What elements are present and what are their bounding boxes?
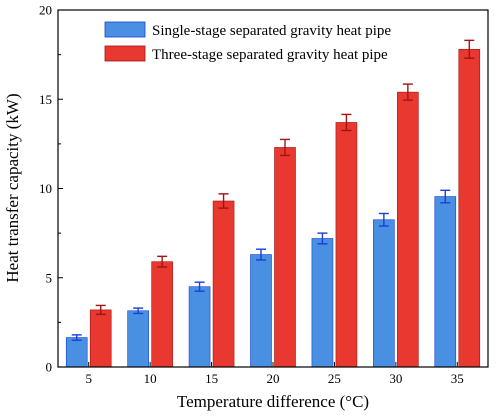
legend: Single-stage separated gravity heat pipe… bbox=[104, 21, 391, 63]
bar-single-stage-20 bbox=[250, 254, 272, 368]
bar-three-stage-15 bbox=[212, 200, 235, 368]
y-tick-label-10: 10 bbox=[39, 181, 52, 196]
error-bar-three-stage-10 bbox=[157, 255, 168, 268]
bars-layer bbox=[65, 48, 481, 368]
bar-single-stage-35 bbox=[434, 196, 457, 368]
bar-three-stage-25 bbox=[335, 122, 358, 368]
bar-three-stage-5 bbox=[89, 309, 112, 368]
error-bar-three-stage-30 bbox=[402, 83, 413, 101]
bar-single-stage-5 bbox=[65, 337, 88, 368]
plot-frame bbox=[57, 9, 489, 368]
x-tick-label-5: 5 bbox=[85, 371, 92, 386]
error-bar-three-stage-5 bbox=[95, 304, 106, 316]
bar-three-stage-35 bbox=[458, 48, 481, 368]
legend-swatch-single-stage bbox=[104, 21, 146, 38]
error-bar-single-stage-20 bbox=[256, 248, 266, 261]
legend-label-single-stage: Single-stage separated gravity heat pipe bbox=[152, 23, 391, 39]
legend-label-three-stage: Three-stage separated gravity heat pipe bbox=[152, 47, 388, 63]
y-tick-label-15: 15 bbox=[39, 92, 52, 107]
y-tick-label-5: 5 bbox=[46, 270, 53, 285]
y-axis: 0 5 10 15 20 bbox=[39, 3, 63, 375]
error-bar-single-stage-15 bbox=[194, 281, 205, 292]
legend-swatch-three-stage bbox=[104, 45, 146, 62]
error-bar-three-stage-20 bbox=[280, 138, 290, 157]
bar-three-stage-10 bbox=[151, 261, 173, 368]
y-axis-title: Heat transfer capacity (kW) bbox=[3, 93, 22, 282]
error-bar-single-stage-25 bbox=[317, 232, 328, 245]
bar-single-stage-30 bbox=[373, 219, 395, 368]
error-bars-layer bbox=[71, 39, 475, 341]
error-bar-single-stage-30 bbox=[378, 212, 389, 227]
bar-single-stage-15 bbox=[188, 286, 211, 368]
error-bar-three-stage-15 bbox=[218, 193, 229, 209]
x-tick-label-15: 15 bbox=[205, 371, 218, 386]
x-tick-label-20: 20 bbox=[267, 371, 280, 386]
bar-three-stage-30 bbox=[397, 91, 419, 368]
error-bar-three-stage-25 bbox=[341, 113, 352, 132]
bar-single-stage-10 bbox=[127, 310, 149, 368]
x-tick-label-30: 30 bbox=[389, 371, 402, 386]
x-tick-label-35: 35 bbox=[451, 371, 464, 386]
x-axis: 5 10 15 20 25 30 35 bbox=[85, 362, 464, 386]
bar-single-stage-25 bbox=[311, 238, 334, 368]
x-axis-title: Temperature difference (°C) bbox=[177, 392, 369, 411]
bar-three-stage-20 bbox=[274, 147, 296, 368]
x-tick-label-10: 10 bbox=[144, 371, 157, 386]
x-tick-label-25: 25 bbox=[328, 371, 341, 386]
error-bar-single-stage-35 bbox=[440, 189, 451, 204]
y-tick-label-20: 20 bbox=[39, 3, 52, 18]
y-tick-label-0: 0 bbox=[46, 360, 53, 375]
error-bar-single-stage-5 bbox=[71, 334, 82, 341]
error-bar-three-stage-35 bbox=[464, 39, 475, 59]
error-bar-single-stage-10 bbox=[133, 307, 144, 315]
